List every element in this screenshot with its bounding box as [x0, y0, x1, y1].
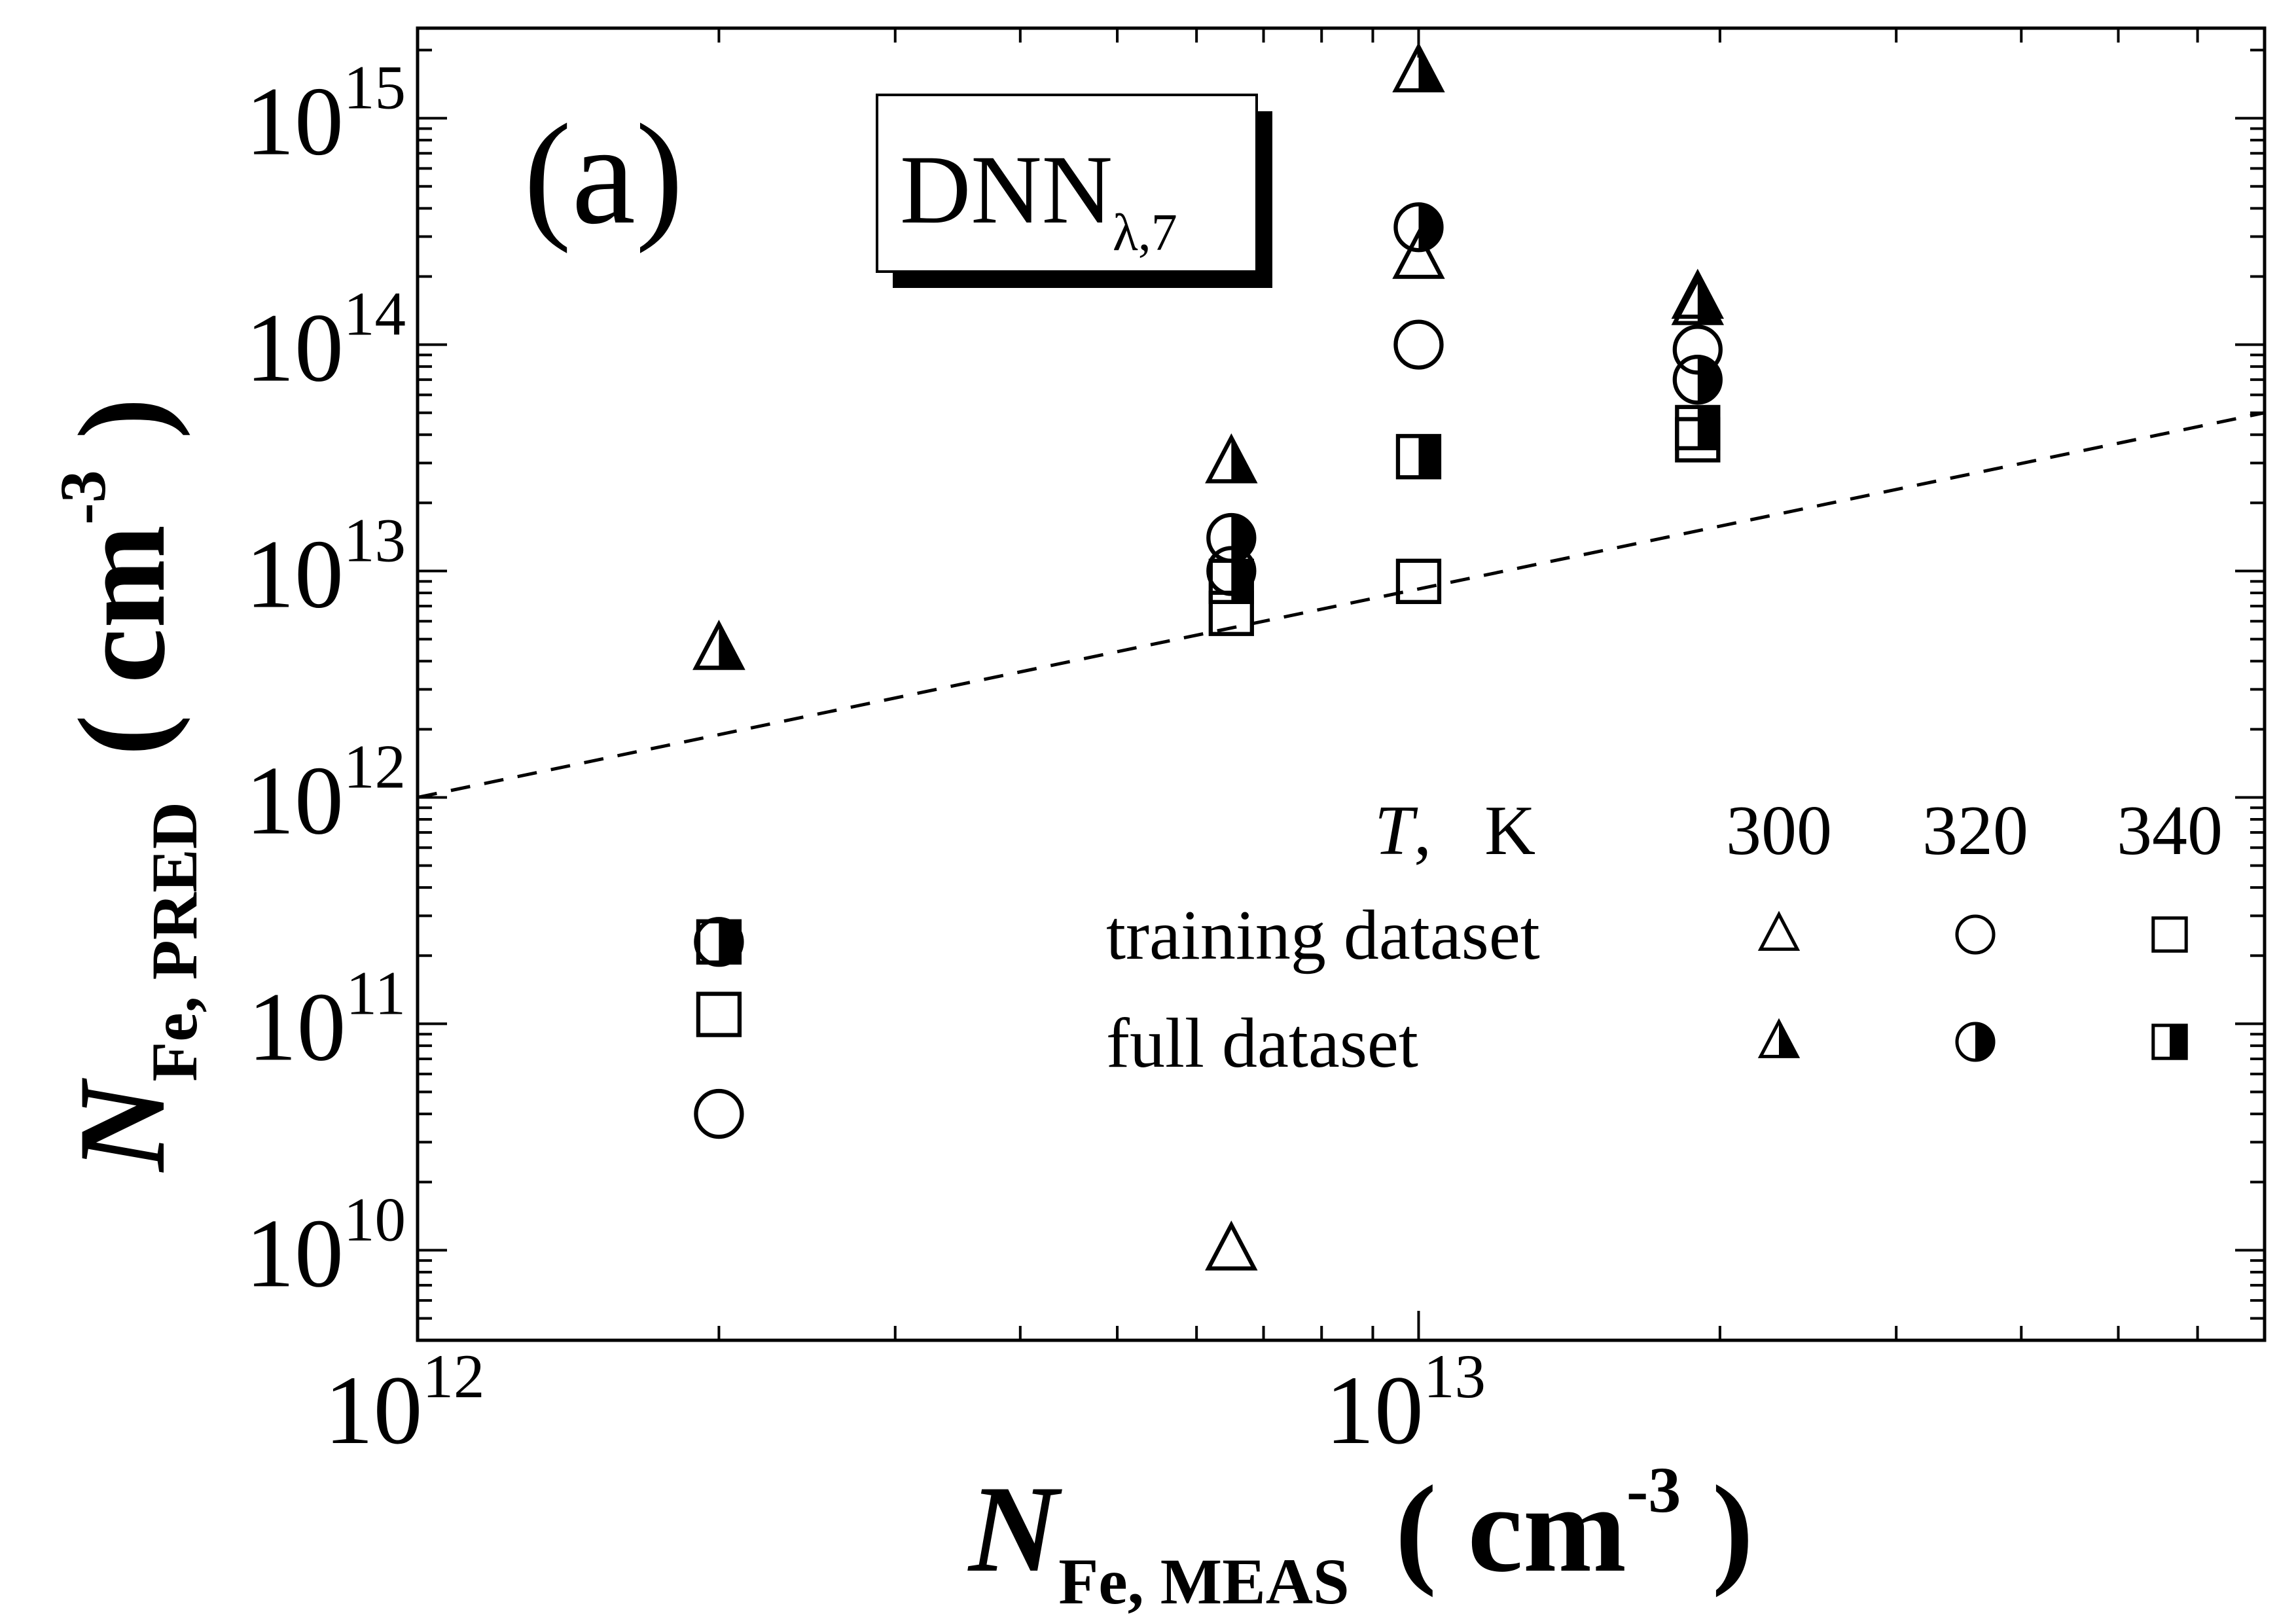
point-training-320-circle — [1393, 319, 1444, 370]
panel-label: (a) — [524, 94, 683, 254]
point-training-320-circle — [694, 1088, 744, 1139]
x-tick-label: 1012 — [325, 1342, 485, 1465]
legend-header: T, K — [1374, 792, 1535, 870]
point-full-300-triangle — [1392, 42, 1445, 93]
data-points — [692, 42, 1725, 1271]
y-axis-unit-exp: -3 — [46, 470, 119, 524]
plot-frame — [416, 26, 2267, 1342]
legend-marker-half-square — [2151, 1024, 2188, 1060]
x-axis-subscript: Fe, MEAS — [1058, 1545, 1349, 1618]
major-ticks — [416, 28, 2265, 1340]
point-full-320-circle — [1672, 355, 1723, 405]
legend-marker-open-triangle — [1757, 910, 1801, 951]
legend-markers — [1757, 910, 2188, 1062]
y-axis-unit: ( cm — [54, 525, 191, 756]
point-full-340-square — [696, 919, 742, 965]
legend-row-training: training dataset — [1106, 897, 1540, 974]
legend-header-unit: , K — [1414, 792, 1535, 870]
legend-marker-open-circle — [1955, 914, 1996, 955]
x-axis-unit: ( cm — [1395, 1461, 1626, 1598]
point-full-340-square — [1395, 434, 1442, 480]
point-full-300-triangle — [1205, 433, 1258, 484]
legend-marker-open-square — [2151, 916, 2188, 953]
x-axis-title: NFe, MEAS ( cm-3 ) — [967, 1454, 1753, 1618]
y-tick-label: 1013 — [245, 506, 406, 629]
point-training-300-triangle — [1205, 1221, 1258, 1271]
y-tick-label: 1012 — [245, 732, 406, 855]
y-tick-label: 1015 — [245, 53, 406, 176]
point-full-320-circle — [1393, 202, 1444, 253]
y-tick-label: 1010 — [245, 1185, 406, 1308]
model-label-sub: λ,7 — [1113, 204, 1177, 262]
y-axis-title: NFe, PRED ( cm-3 ) — [46, 398, 211, 1173]
point-training-340-square — [696, 991, 742, 1037]
x-tick-labels: 1012 1013 — [325, 1342, 1486, 1465]
legend-row-full: full dataset — [1106, 1005, 1418, 1082]
x-tick-label: 1013 — [1325, 1342, 1486, 1465]
point-training-340-square — [1395, 558, 1442, 605]
legend: T, K 300 320 340 training dataset full d… — [1106, 792, 2223, 1082]
model-label-main: DNN — [900, 135, 1113, 244]
y-axis-subscript: Fe, PRED — [138, 802, 211, 1082]
y-tick-label: 1011 — [248, 958, 406, 1081]
y-axis-unit-close: ) — [54, 398, 191, 471]
y-tick-labels: 1010 1011 1012 1013 1014 1015 — [245, 53, 406, 1308]
point-full-340-square — [1675, 404, 1721, 451]
x-axis-unit-close: ) — [1681, 1461, 1753, 1598]
x-axis-symbol: N — [967, 1461, 1062, 1598]
legend-temp-300: 300 — [1726, 792, 1832, 870]
svg-text:DNNλ,7: DNNλ,7 — [900, 135, 1177, 262]
legend-marker-half-triangle — [1757, 1018, 1801, 1058]
point-full-300-triangle — [1671, 275, 1725, 325]
point-full-340-square — [1208, 558, 1254, 605]
y-axis-symbol: N — [54, 1078, 191, 1173]
model-label-box: DNNλ,7 — [876, 94, 1272, 288]
minor-ticks — [418, 28, 2266, 1342]
y-tick-label: 1014 — [245, 279, 406, 402]
legend-marker-half-circle — [1955, 1022, 1996, 1062]
x-axis-unit-exp: -3 — [1626, 1454, 1681, 1526]
point-full-300-triangle — [692, 620, 745, 670]
legend-temp-320: 320 — [1922, 792, 2028, 870]
reference-line — [417, 411, 2265, 799]
legend-header-var: T — [1374, 792, 1418, 870]
reference-line-group — [417, 411, 2265, 799]
point-training-300-triangle — [1392, 228, 1445, 279]
legend-temp-340: 340 — [2117, 792, 2223, 870]
